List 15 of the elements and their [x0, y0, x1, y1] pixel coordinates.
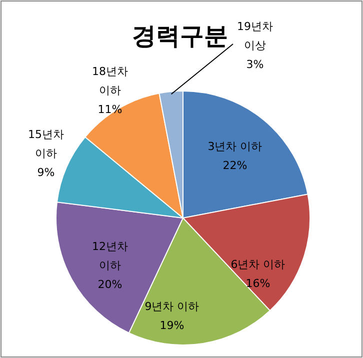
slice-label: 9년차 이하: [144, 300, 200, 313]
slice-label: 12년차 이하: [92, 240, 128, 272]
slice-label: 18년차 이하: [92, 65, 128, 97]
data-label: 20%: [98, 278, 122, 291]
data-label: 3%: [246, 58, 264, 71]
data-label: 9%: [37, 166, 55, 179]
data-label: 19%: [160, 319, 184, 332]
slice-label: 6년차 이하: [230, 258, 286, 271]
data-label: 22%: [222, 159, 248, 172]
chart-title: 경력구분: [132, 22, 228, 50]
data-label: 11%: [98, 103, 122, 116]
slice-label: 3년차 이하: [208, 140, 262, 153]
slice-label: 19년차 이상: [237, 20, 273, 52]
data-label: 16%: [246, 277, 270, 290]
slice-label: 15년차 이하: [28, 128, 64, 160]
